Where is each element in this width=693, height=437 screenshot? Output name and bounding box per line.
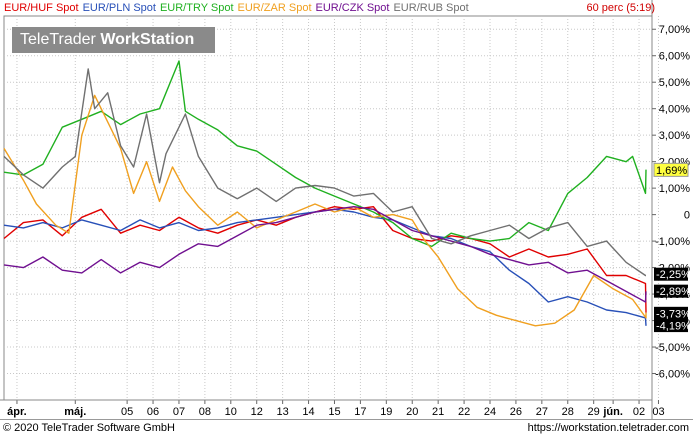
last-value-box — [654, 306, 688, 320]
y-tick-label: 7,00% — [659, 24, 690, 36]
y-tick-label: -6,00% — [655, 369, 690, 381]
copyright-text: © 2020 TeleTrader Software GmbH — [3, 422, 175, 434]
legend-item-pln[interactable]: EUR/PLN Spot — [82, 2, 156, 14]
x-tick-label: 28 — [562, 406, 574, 418]
x-tick-label: 05 — [121, 406, 133, 418]
last-value-label-5: -2,25% — [654, 267, 691, 281]
legend-item-rub[interactable]: EUR/RUB Spot — [393, 2, 469, 14]
y-tick-label: 3,00% — [659, 130, 690, 142]
x-tick-label: 03 — [652, 406, 664, 418]
x-tick-label: 08 — [199, 406, 211, 418]
y-tick-label: 1,00% — [659, 183, 690, 195]
last-value-box — [654, 319, 688, 333]
logo-part2: WorkStation — [100, 31, 195, 48]
x-tick-label: jún. — [602, 406, 623, 418]
x-tick-label: 06 — [147, 406, 159, 418]
last-value-label-3: -3,73% — [654, 306, 691, 320]
legend: EUR/HUF Spot EUR/PLN Spot EUR/TRY Spot EUR/… — [4, 1, 473, 15]
x-tick-label: 27 — [536, 406, 548, 418]
chart-grid — [3, 0, 659, 420]
last-value-box — [654, 267, 688, 281]
legend-item-huf[interactable]: EUR/HUF Spot — [4, 2, 79, 14]
last-value-labels: -3,73%-4,19%1,69%-3,73%-2,89%-2,25% — [653, 162, 691, 333]
timeframe-label: 60 perc (5:19) — [586, 2, 655, 14]
y-tick-label: -5,00% — [655, 342, 690, 354]
x-tick-label: 15 — [328, 406, 340, 418]
footer-url[interactable]: https://workstation.teletrader.com — [527, 422, 689, 434]
last-value-text: -2,25% — [656, 269, 691, 281]
logo-part1: TeleTrader — [20, 31, 101, 48]
footer: © 2020 TeleTrader Software GmbH https://… — [0, 419, 693, 437]
x-tick-label: 12 — [251, 406, 263, 418]
last-value-text: -2,89% — [656, 286, 691, 298]
last-value-text: -3,73% — [656, 308, 691, 320]
x-tick-label: 17 — [354, 406, 366, 418]
y-tick-label: 5,00% — [659, 77, 690, 89]
last-value-text: -4,19% — [656, 321, 691, 333]
legend-item-czk[interactable]: EUR/CZK Spot — [315, 2, 390, 14]
series-line-3 — [3, 94, 647, 327]
y-tick-label: 6,00% — [659, 51, 690, 63]
last-value-text: 1,69% — [656, 165, 687, 177]
last-value-label-4: -2,89% — [654, 284, 691, 298]
last-value-label-1: -4,19% — [654, 319, 691, 333]
y-tick-label: 4,00% — [659, 104, 690, 116]
legend-item-try[interactable]: EUR/TRY Spot — [159, 2, 234, 14]
series-line-0 — [3, 206, 647, 313]
x-tick-label: 02 — [633, 406, 645, 418]
last-value-box — [653, 162, 689, 177]
series-line-5 — [3, 68, 647, 277]
x-tick-label: 21 — [432, 406, 444, 418]
x-tick-label: 07 — [173, 406, 185, 418]
x-tick-label: 10 — [225, 406, 237, 418]
x-tick-label: 24 — [484, 406, 496, 418]
legend-item-zar[interactable]: EUR/ZAR Spot — [237, 2, 312, 14]
series-line-2 — [3, 60, 647, 248]
last-value-box — [654, 284, 688, 298]
x-tick-label: ápr. — [7, 406, 27, 418]
x-axis: ápr. máj. 05 06 07 08 10 12 13 14 15 17 19 20 21 22 24 26… — [0, 399, 665, 418]
x-tick-label: 13 — [277, 406, 289, 418]
teletrader-logo: TeleTrader WorkStation — [12, 27, 215, 53]
series-line-4 — [3, 206, 647, 303]
x-tick-label: 26 — [510, 406, 522, 418]
x-tick-label: 22 — [458, 406, 470, 418]
x-tick-label: máj. — [64, 406, 86, 418]
y-tick-label: -1,00% — [655, 236, 690, 248]
last-value-label-2: 1,69% — [653, 162, 689, 177]
x-tick-label: 29 — [588, 406, 600, 418]
y-tick-label: 0 — [684, 210, 690, 222]
x-tick-label: 19 — [380, 406, 392, 418]
x-tick-label: 20 — [406, 406, 418, 418]
x-tick-label: 14 — [302, 406, 314, 418]
chart-lines — [3, 60, 647, 327]
